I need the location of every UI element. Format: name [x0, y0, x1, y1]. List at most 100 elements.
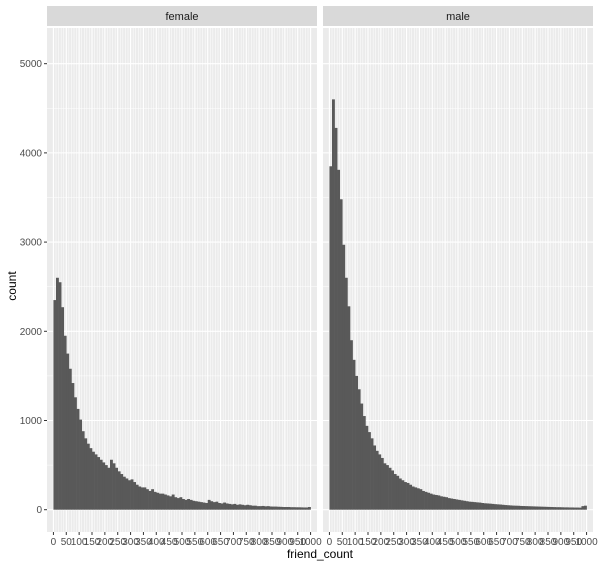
bar: [365, 425, 369, 510]
bar: [302, 507, 306, 510]
bar: [344, 277, 348, 510]
bar: [218, 503, 221, 510]
x-tick-label: 300: [398, 537, 415, 548]
bar: [512, 505, 515, 510]
bar: [277, 506, 281, 510]
bar: [290, 507, 293, 510]
x-tick-label: 350: [135, 537, 152, 548]
x-tick-label: 100: [71, 537, 88, 548]
bar: [174, 497, 178, 510]
bar: [130, 479, 134, 510]
bar: [248, 505, 252, 510]
bar: [215, 501, 219, 510]
x-tick-label: 600: [199, 537, 216, 548]
x-tick-label: 950: [565, 537, 582, 548]
bar: [442, 496, 446, 510]
bar: [53, 300, 57, 510]
strip-male: [323, 6, 593, 26]
bar: [264, 506, 268, 510]
bar: [460, 500, 464, 510]
bar: [115, 467, 119, 510]
bar: [398, 478, 402, 510]
y-tick-label: 4000: [20, 148, 43, 159]
x-tick-label: 250: [109, 537, 126, 548]
bar: [375, 450, 379, 510]
bar: [447, 498, 451, 510]
bar: [58, 282, 62, 510]
bar: [504, 505, 508, 510]
bar: [110, 459, 113, 510]
bar: [494, 504, 497, 510]
bar: [148, 490, 152, 510]
bar: [205, 503, 209, 510]
y-tick-label: 1000: [20, 416, 43, 427]
bar: [373, 445, 377, 510]
bar: [419, 489, 423, 510]
bars-male: [329, 99, 587, 510]
x-tick-label: 150: [84, 537, 101, 548]
bar: [274, 506, 278, 510]
bar: [158, 493, 162, 510]
bar: [409, 484, 413, 510]
bar: [465, 501, 469, 510]
bar: [251, 505, 255, 510]
bar: [427, 492, 431, 510]
bar: [393, 474, 397, 510]
bar: [230, 504, 234, 510]
bar: [161, 493, 165, 510]
bar: [282, 507, 286, 510]
y-tick-label: 2000: [20, 327, 43, 338]
x-tick-label: 900: [553, 537, 570, 548]
bar: [207, 499, 211, 510]
bar: [540, 506, 544, 510]
bar: [89, 448, 93, 510]
bar: [352, 359, 356, 510]
bar: [212, 502, 216, 510]
bar: [514, 505, 518, 510]
bar: [300, 507, 304, 510]
x-tick-label: 400: [148, 537, 165, 548]
bar: [308, 507, 311, 510]
bar: [233, 503, 237, 510]
x-tick-label: 650: [212, 537, 229, 548]
x-tick-label: 850: [264, 537, 281, 548]
bar: [535, 506, 539, 510]
bar: [542, 506, 546, 510]
y-axis: 0 1000 2000 3000 4000 5000: [20, 59, 47, 516]
bar: [295, 507, 299, 510]
bar: [486, 503, 490, 510]
x-tick-label: 800: [251, 537, 268, 548]
x-tick-label: 450: [161, 537, 178, 548]
bar: [455, 499, 459, 510]
bar: [297, 507, 301, 510]
x-tick-label: 0: [51, 537, 57, 548]
y-tick-label: 5000: [20, 59, 43, 70]
bar: [555, 507, 559, 510]
bar: [184, 499, 188, 510]
bar: [347, 306, 351, 510]
x-tick-label: 750: [238, 537, 255, 548]
x-tick-label: 50: [337, 537, 349, 548]
bar: [94, 454, 98, 510]
bar: [182, 498, 185, 510]
bar: [416, 488, 420, 510]
y-tick-label: 0: [36, 505, 42, 516]
x-tick-label: 100: [347, 537, 364, 548]
bar: [339, 199, 343, 510]
bar: [401, 480, 405, 510]
bar: [468, 501, 472, 510]
bar: [292, 507, 296, 510]
bar: [517, 505, 521, 510]
bar: [342, 244, 346, 510]
bar: [192, 500, 196, 510]
bar: [166, 495, 170, 510]
bar: [414, 487, 418, 510]
x-tick-label: 700: [501, 537, 518, 548]
bar: [107, 467, 111, 510]
y-axis-title: count: [5, 271, 19, 301]
strip-label: female: [165, 11, 198, 23]
bar: [524, 506, 528, 510]
bar: [86, 443, 90, 510]
x-tick-label: 500: [174, 537, 191, 548]
